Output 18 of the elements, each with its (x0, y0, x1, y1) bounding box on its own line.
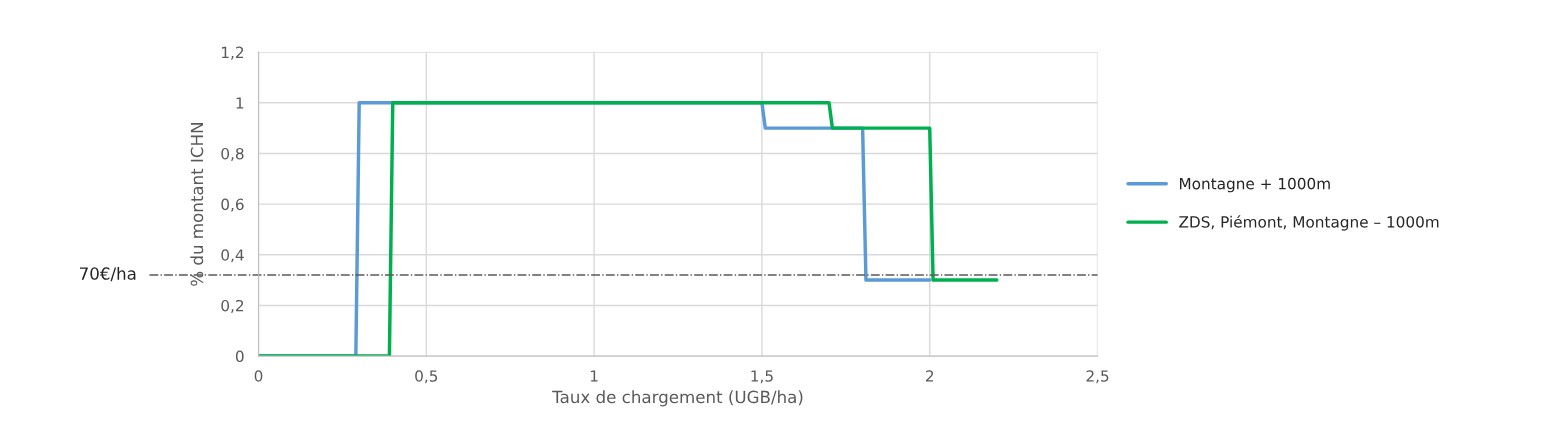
y-tick-label: 1,2 (222, 46, 244, 60)
x-axis-title: Taux de chargement (UGB/ha) (552, 390, 803, 407)
y-tick-label: 0 (235, 350, 244, 363)
x-tick-label: 0,5 (415, 370, 438, 384)
x-tick-label: 2,5 (1086, 370, 1109, 384)
y-tick-label: 0,6 (221, 198, 244, 212)
y-tick-label: 0,2 (221, 299, 244, 314)
x-tick-label: 1,5 (751, 370, 773, 384)
y-tick-label: 0,8 (221, 147, 244, 162)
x-tick-label: 1 (590, 370, 598, 382)
x-tick-label: 0 (254, 370, 263, 382)
y-tick-label: 1 (236, 97, 244, 109)
x-tick-label: 2 (925, 370, 934, 382)
legend-label: ZDS, Piémont, Montagne – 1000m (1179, 215, 1439, 231)
y-tick-label: 0,4 (221, 249, 244, 263)
y-axis-title: % du montant ICHN (190, 123, 204, 286)
ref-line-label: 70€/ha (80, 266, 136, 282)
legend-label: Montagne + 1000m (1179, 177, 1330, 193)
